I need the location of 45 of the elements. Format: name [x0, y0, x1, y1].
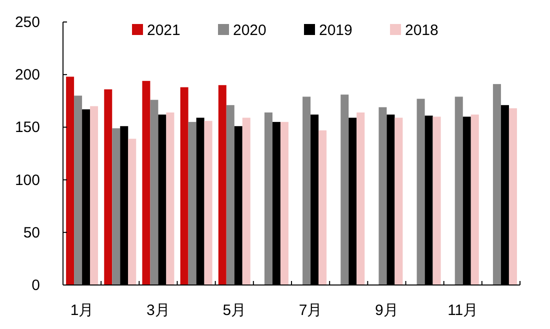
x-tick-label: 1月	[70, 302, 94, 319]
bar	[432, 116, 441, 285]
bar	[166, 112, 174, 285]
bar	[264, 112, 272, 285]
bar	[280, 122, 288, 285]
bar	[378, 107, 387, 285]
bar	[492, 84, 501, 285]
bar	[104, 89, 112, 285]
legend-label: 2021	[147, 22, 180, 39]
bar	[218, 85, 226, 285]
bar	[454, 96, 463, 285]
bar	[416, 98, 425, 285]
y-tick-label: 150	[14, 119, 40, 136]
y-tick-label: 50	[23, 224, 40, 242]
bar	[150, 100, 158, 285]
y-tick-label: 0	[32, 277, 40, 294]
bar	[508, 108, 517, 285]
x-tick-label: 7月	[298, 302, 322, 319]
legend-label: 2019	[319, 22, 352, 39]
bar	[66, 76, 74, 285]
x-tick-label: 3月	[146, 302, 170, 319]
bar	[112, 128, 120, 285]
bar	[302, 96, 311, 285]
bar	[142, 80, 150, 285]
bar	[90, 106, 98, 285]
bar	[74, 96, 82, 285]
bar	[180, 87, 188, 285]
bar	[226, 105, 234, 285]
bar	[470, 114, 479, 285]
y-tick-label: 100	[14, 172, 40, 189]
bar	[318, 130, 327, 285]
bar	[394, 118, 403, 285]
bar	[242, 118, 250, 285]
bar	[204, 120, 212, 285]
y-tick-label: 200	[14, 66, 40, 84]
bar	[188, 122, 196, 285]
x-tick-label: 5月	[222, 302, 246, 319]
legend-label: 2018	[405, 22, 438, 39]
x-tick-label: 9月	[375, 302, 398, 319]
bar	[128, 138, 136, 285]
bar	[340, 94, 349, 285]
y-tick-label: 250	[14, 14, 40, 31]
x-tick-label: 11月	[448, 302, 478, 319]
legend-label: 2020	[233, 22, 266, 39]
bar	[356, 112, 365, 285]
